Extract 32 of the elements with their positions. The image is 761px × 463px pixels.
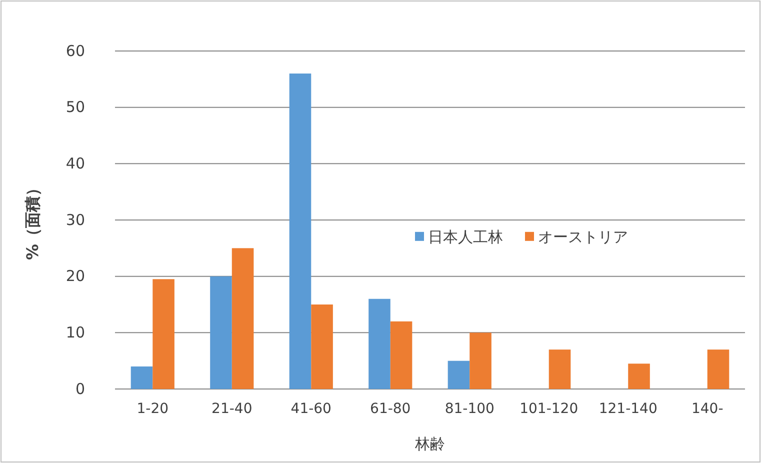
bar [152, 279, 174, 389]
x-axis-title: 林齢 [414, 435, 445, 453]
bar [470, 332, 492, 389]
x-tick-label: 41-60 [290, 400, 332, 417]
y-tick-label: 10 [66, 323, 85, 342]
bar [232, 248, 254, 389]
x-tick-label: 61-80 [370, 400, 411, 417]
x-tick-label: 140- [691, 400, 724, 417]
legend-label: オーストリア [538, 228, 628, 246]
x-tick-label: 121-140 [598, 400, 658, 417]
legend-label: 日本人工林 [428, 228, 503, 246]
bar [289, 74, 312, 389]
bar [707, 350, 730, 389]
bar [130, 366, 153, 389]
bar [311, 304, 333, 389]
x-tick-label: 21-40 [212, 400, 252, 417]
y-tick-label: 60 [66, 42, 85, 60]
bar [448, 360, 470, 389]
y-tick-label: 30 [66, 210, 85, 229]
x-tick-label: 81-100 [444, 400, 494, 417]
y-tick-label: 40 [66, 154, 85, 172]
y-tick-label: 20 [66, 267, 85, 286]
y-tick-label: 50 [66, 98, 85, 116]
y-axis-title: %（面積） [23, 180, 42, 260]
y-tick-label: 0 [75, 380, 85, 398]
bar [548, 350, 571, 389]
x-tick-label: 101-120 [520, 400, 578, 417]
bar [368, 298, 390, 389]
bar [628, 364, 650, 389]
bar [210, 276, 232, 389]
x-tick-label: 1-20 [136, 400, 169, 417]
bar [390, 321, 412, 389]
